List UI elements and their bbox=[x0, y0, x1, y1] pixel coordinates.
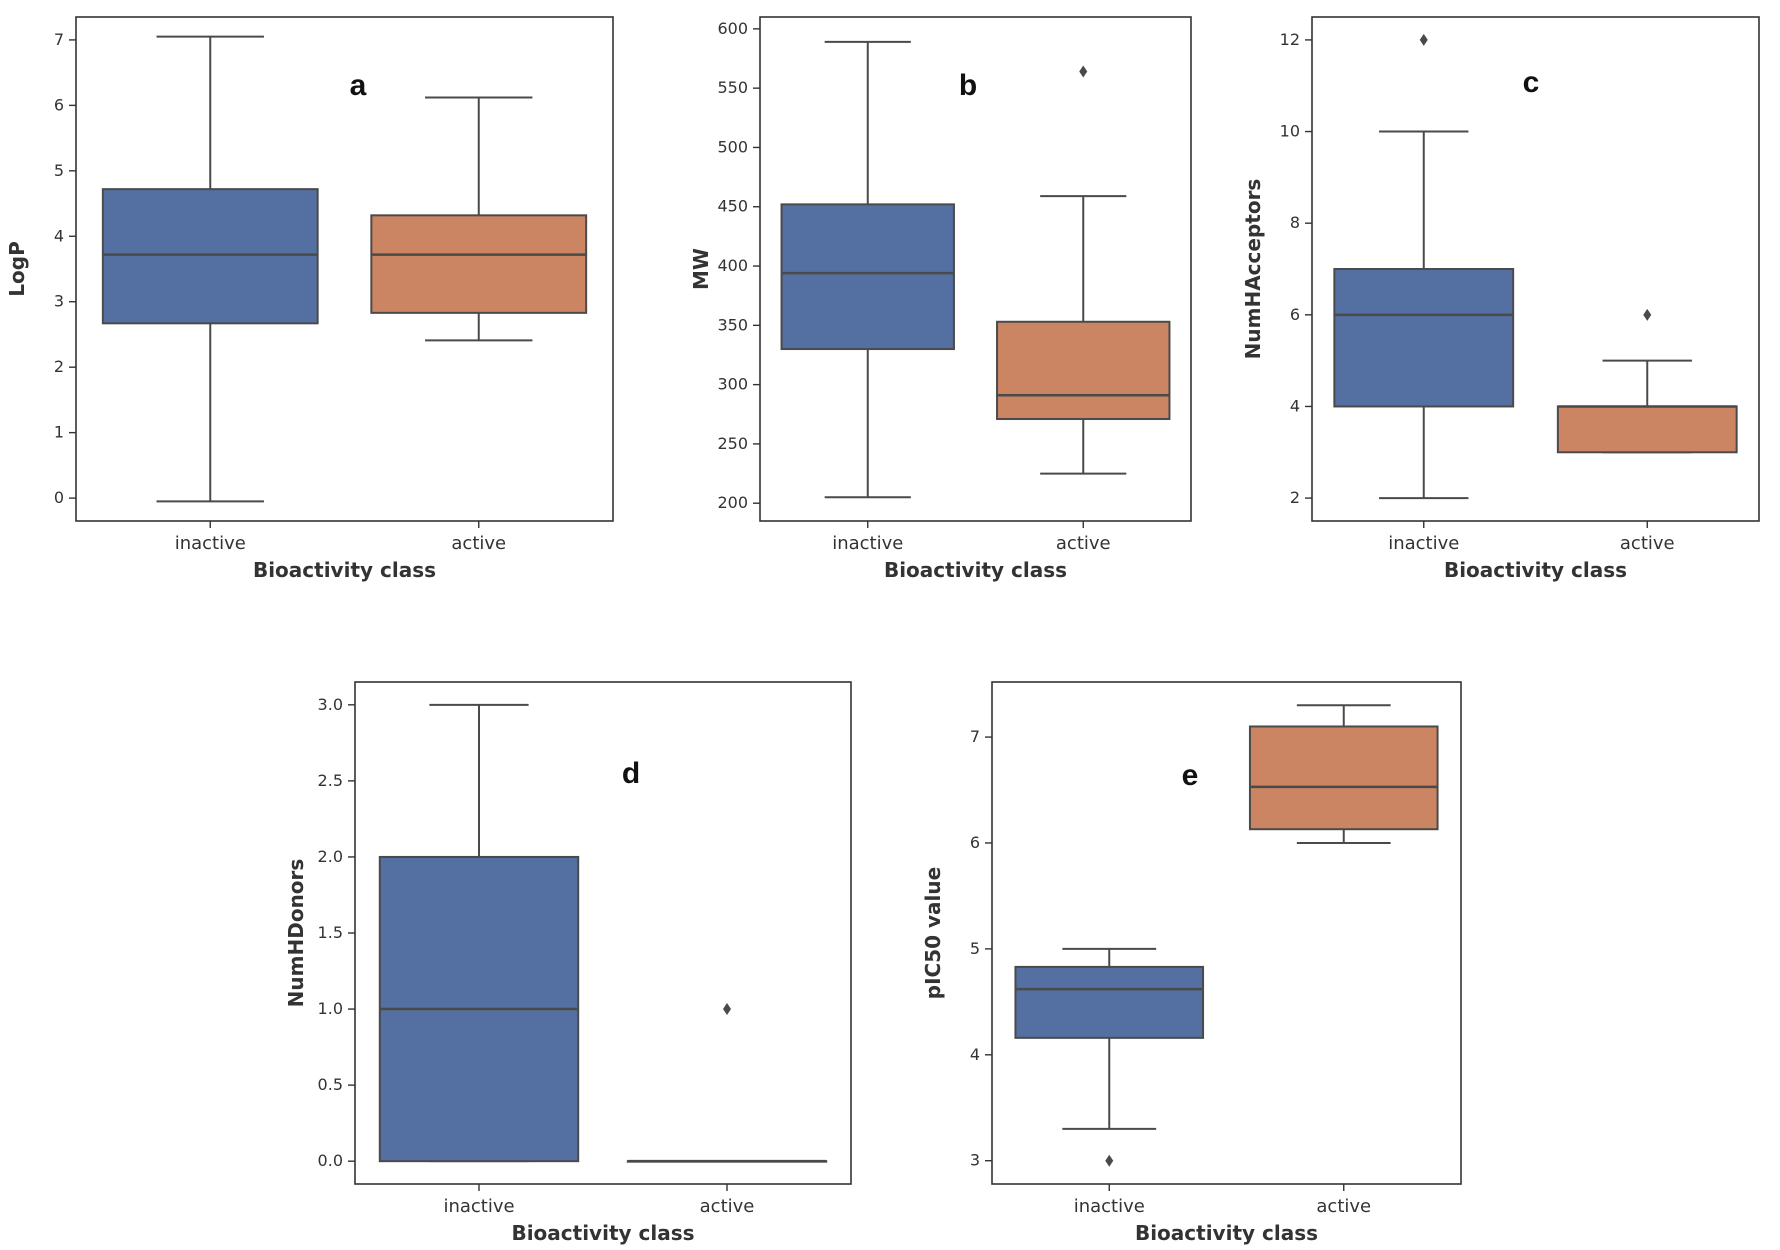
plot-frame bbox=[991, 681, 1462, 1185]
y-tick-label: 4 bbox=[1290, 396, 1300, 415]
x-axis-title: Bioactivity class bbox=[884, 558, 1067, 582]
box-active bbox=[1248, 704, 1439, 844]
y-tick-label: 2.0 bbox=[318, 847, 343, 866]
box-active bbox=[626, 1003, 828, 1163]
panel-letter: b bbox=[959, 69, 977, 102]
outlier-point bbox=[1105, 1154, 1114, 1167]
outlier-point bbox=[1079, 65, 1088, 78]
panel-c: 2 4 6 8 10 12 inactive active Bioactivity class N… bbox=[1241, 16, 1760, 582]
x-axis-title: Bioactivity class bbox=[1444, 558, 1627, 582]
outlier-point bbox=[1643, 308, 1652, 321]
y-tick-label: 1.0 bbox=[318, 999, 343, 1018]
iqr-box bbox=[780, 203, 955, 351]
y-tick-label: 500 bbox=[717, 137, 748, 156]
panel-letter: d bbox=[622, 757, 640, 790]
y-tick-label: 3.0 bbox=[318, 695, 343, 714]
iqr-box bbox=[1014, 965, 1205, 1039]
box-active bbox=[1556, 308, 1738, 454]
iqr-box bbox=[370, 214, 588, 314]
x-tick-label-active: active bbox=[1620, 533, 1675, 554]
y-tick-label: 1 bbox=[54, 423, 64, 442]
outlier-point bbox=[723, 1003, 731, 1016]
y-axis-title: MW bbox=[689, 248, 713, 290]
y-axis-title: LogP bbox=[5, 241, 29, 296]
panel-a: 0 1 2 3 4 5 6 7 inactive active Bioactivity class L… bbox=[5, 16, 614, 582]
y-axis-title: NumHDonors bbox=[284, 859, 308, 1008]
x-tick-label-inactive: inactive bbox=[175, 533, 246, 554]
plot-frame bbox=[1311, 16, 1760, 522]
panel-e: 3 4 5 6 7 inactive active Bioactivity class pIC5… bbox=[921, 681, 1462, 1245]
x-tick-label-active: active bbox=[700, 1196, 755, 1217]
y-tick-label: 3 bbox=[970, 1151, 980, 1170]
y-tick-label: 550 bbox=[717, 78, 748, 97]
box-inactive bbox=[1333, 33, 1515, 500]
x-tick-label-active: active bbox=[1056, 533, 1111, 554]
y-tick-label: 1.5 bbox=[318, 923, 343, 942]
y-tick-label: 2 bbox=[1290, 488, 1300, 507]
x-tick-label-inactive: inactive bbox=[832, 533, 903, 554]
box-active bbox=[996, 65, 1171, 475]
iqr-box bbox=[101, 188, 319, 325]
y-tick-label: 12 bbox=[1280, 30, 1300, 49]
y-tick-label: 0.5 bbox=[318, 1075, 343, 1094]
panel-d: 0.0 0.5 1.0 1.5 2.0 2.5 3.0 inactive active Bioac… bbox=[284, 681, 852, 1245]
y-tick-label: 250 bbox=[717, 434, 748, 453]
y-tick-label: 0.0 bbox=[318, 1151, 343, 1170]
y-tick-label: 3 bbox=[54, 292, 64, 311]
box-inactive bbox=[1014, 947, 1205, 1167]
y-tick-label: 300 bbox=[717, 375, 748, 394]
x-axis-title: Bioactivity class bbox=[253, 558, 436, 582]
y-tick-label: 6 bbox=[54, 95, 64, 114]
plot-frame bbox=[75, 16, 614, 522]
iqr-box bbox=[1248, 725, 1439, 831]
panel-b: 200 250 300 350 400 450 500 550 600 inactive activ… bbox=[689, 16, 1192, 582]
y-tick-label: 7 bbox=[54, 30, 64, 49]
y-axis-title: pIC50 value bbox=[921, 867, 945, 999]
y-tick-label: 200 bbox=[717, 493, 748, 512]
y-tick-label: 2.5 bbox=[318, 771, 343, 790]
panel-letter: a bbox=[350, 69, 367, 102]
y-tick-label: 5 bbox=[970, 939, 980, 958]
box-inactive bbox=[780, 40, 955, 499]
x-axis-title: Bioactivity class bbox=[1135, 1221, 1318, 1245]
panel-letter: c bbox=[1523, 66, 1540, 99]
x-tick-label-active: active bbox=[451, 533, 506, 554]
y-axis-title: NumHAcceptors bbox=[1241, 179, 1265, 360]
x-axis-title: Bioactivity class bbox=[511, 1221, 694, 1245]
box-inactive bbox=[101, 35, 319, 503]
y-tick-label: 8 bbox=[1290, 213, 1300, 232]
y-tick-label: 600 bbox=[717, 19, 748, 38]
iqr-box bbox=[1556, 405, 1738, 454]
y-tick-label: 0 bbox=[54, 488, 64, 507]
y-tick-label: 4 bbox=[54, 226, 64, 245]
y-tick-label: 10 bbox=[1280, 122, 1300, 141]
y-tick-label: 350 bbox=[717, 315, 748, 334]
y-tick-label: 2 bbox=[54, 357, 64, 376]
y-tick-label: 450 bbox=[717, 197, 748, 216]
x-tick-label-inactive: inactive bbox=[1074, 1196, 1145, 1217]
iqr-box bbox=[996, 320, 1171, 421]
panel-letter: e bbox=[1182, 759, 1199, 792]
box-inactive bbox=[378, 703, 580, 1163]
y-tick-label: 6 bbox=[1290, 305, 1300, 324]
y-tick-label: 5 bbox=[54, 161, 64, 180]
y-tick-label: 4 bbox=[970, 1045, 980, 1064]
plot-frame bbox=[759, 16, 1192, 522]
y-tick-label: 6 bbox=[970, 833, 980, 852]
y-tick-label: 400 bbox=[717, 256, 748, 275]
box-active bbox=[370, 96, 588, 342]
outlier-point bbox=[1419, 33, 1428, 46]
x-tick-label-active: active bbox=[1316, 1196, 1371, 1217]
y-tick-label: 7 bbox=[970, 727, 980, 746]
iqr-box bbox=[1333, 268, 1515, 408]
x-tick-label-inactive: inactive bbox=[1388, 533, 1459, 554]
x-tick-label-inactive: inactive bbox=[443, 1196, 514, 1217]
